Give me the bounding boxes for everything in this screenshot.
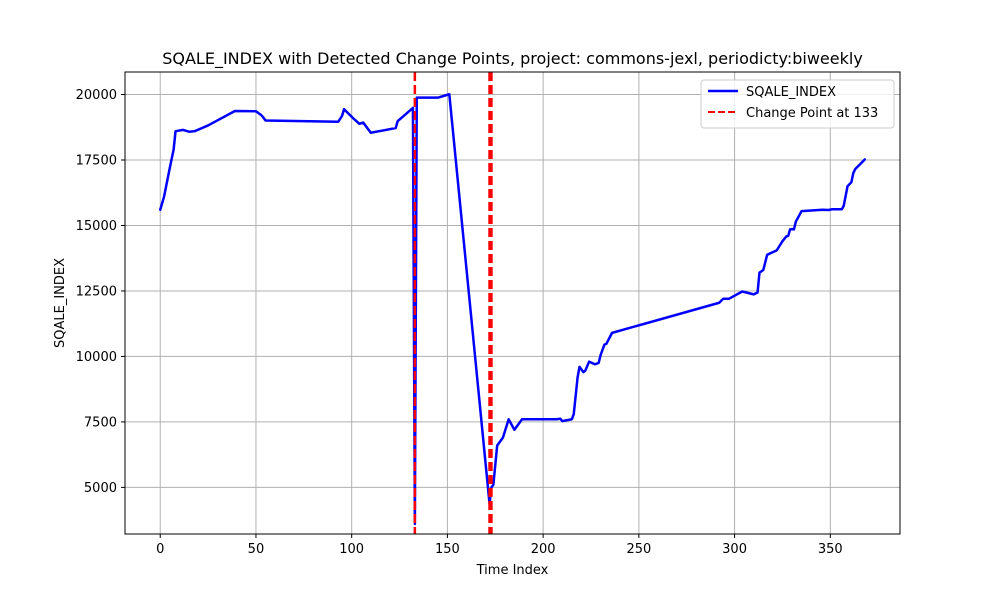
x-tick-label: 250 xyxy=(626,542,651,557)
legend-label-change-point: Change Point at 133 xyxy=(746,106,878,121)
series-layer xyxy=(158,93,867,526)
y-tick-label: 20000 xyxy=(76,88,117,103)
legend-box xyxy=(700,79,895,129)
y-tick-label: 10000 xyxy=(76,350,117,365)
x-tick-label: 100 xyxy=(339,542,364,557)
legend-label-sqale-index: SQALE_INDEX xyxy=(746,85,836,100)
change-point-layer xyxy=(413,72,493,534)
grid-layer xyxy=(125,72,900,534)
y-tick-label: 12500 xyxy=(76,284,117,299)
x-tick-label: 150 xyxy=(435,542,460,557)
x-tick-label: 200 xyxy=(531,542,556,557)
y-axis-label: SQALE_INDEX xyxy=(53,258,68,348)
y-tick-label: 7500 xyxy=(84,415,117,430)
y-tick-label: 15000 xyxy=(76,219,117,234)
x-axis-ticks: 0 50 100 150 200 250 300 350 xyxy=(156,534,843,557)
plot-frame xyxy=(124,71,901,535)
plot-content xyxy=(158,72,867,534)
y-tick-label: 5000 xyxy=(84,481,117,496)
series-line-sqale-index xyxy=(158,93,867,526)
legend: SQALE_INDEX Change Point at 133 xyxy=(700,79,895,129)
x-tick-label: 0 xyxy=(156,542,164,557)
x-tick-label: 350 xyxy=(818,542,843,557)
y-axis-ticks: 5000 7500 10000 12500 15000 17500 20000 xyxy=(76,88,125,496)
chart-title: SQALE_INDEX with Detected Change Points,… xyxy=(162,49,863,69)
x-tick-label: 50 xyxy=(248,542,265,557)
y-tick-label: 17500 xyxy=(76,154,117,169)
x-tick-label: 300 xyxy=(722,542,747,557)
x-axis-label: Time Index xyxy=(476,563,549,578)
